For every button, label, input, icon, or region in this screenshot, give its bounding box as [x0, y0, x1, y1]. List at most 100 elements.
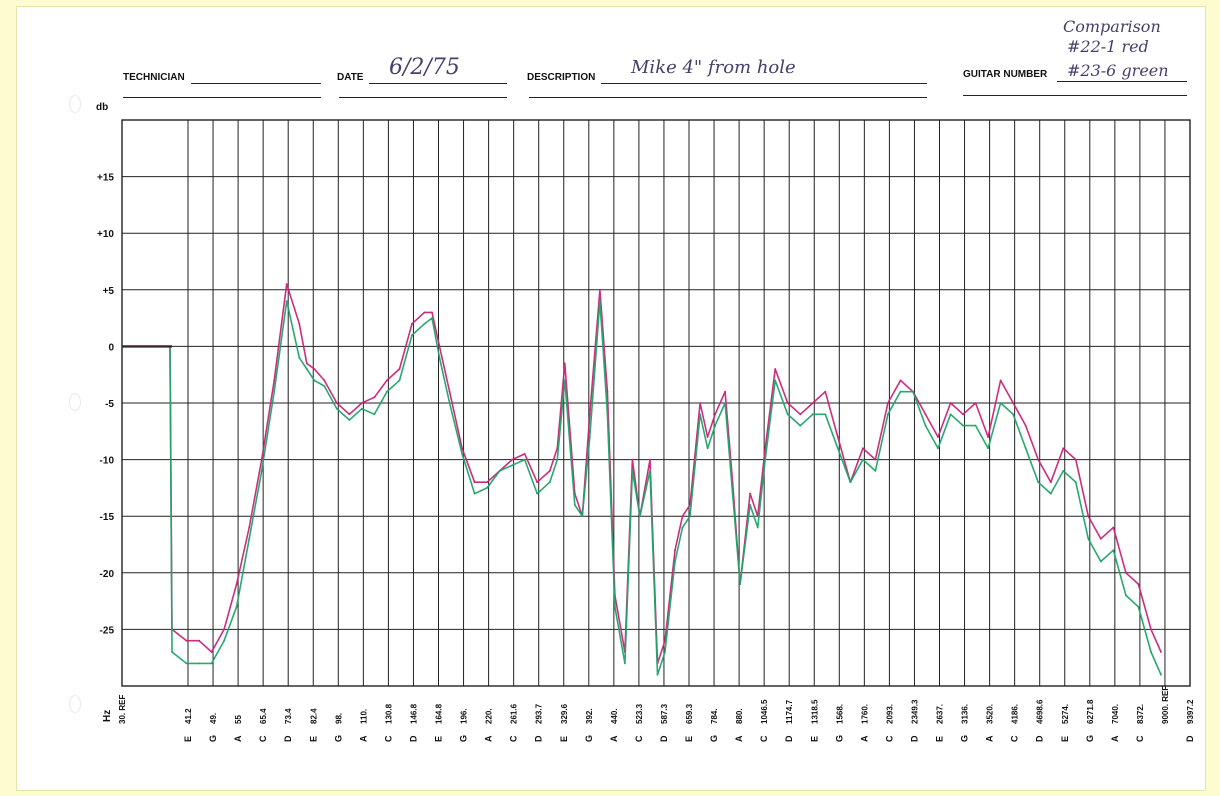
- description-line-2: [529, 97, 927, 98]
- data-point-green: [285, 300, 288, 302]
- data-point-red: [273, 379, 276, 382]
- data-point-red: [1037, 458, 1040, 461]
- data-point-red: [874, 458, 877, 461]
- guitar-number-line: [1057, 81, 1187, 82]
- x-tick-note: G: [459, 735, 469, 742]
- data-point-green: [624, 662, 626, 665]
- x-tick-frequency: 523.3: [635, 703, 644, 724]
- x-tick-frequency: 8372.: [1136, 704, 1145, 724]
- data-point-green: [563, 379, 566, 382]
- data-point-red: [448, 390, 451, 393]
- data-point-red: [1099, 537, 1102, 540]
- x-tick-note: E: [935, 736, 945, 742]
- data-point-green: [836, 447, 839, 450]
- data-point-green: [724, 402, 726, 404]
- data-point-green: [573, 504, 576, 506]
- data-point-red: [198, 639, 201, 642]
- x-tick-note: G: [208, 735, 218, 742]
- x-tick-note: E: [559, 736, 569, 742]
- data-point-red: [373, 396, 376, 399]
- x-tick-note: E: [183, 736, 193, 742]
- data-point-red: [887, 402, 889, 404]
- data-point-red: [235, 583, 238, 585]
- technician-line-2: [123, 97, 321, 98]
- x-tick-frequency: 329.6: [560, 703, 569, 724]
- data-point-green: [498, 470, 501, 472]
- data-point-green: [438, 356, 441, 359]
- data-point-red: [699, 402, 701, 404]
- data-point-red: [1160, 651, 1162, 653]
- data-point-green: [548, 481, 551, 484]
- data-point-green: [606, 413, 609, 416]
- data-point-green: [398, 379, 401, 382]
- data-point-red: [811, 402, 814, 404]
- data-point-green: [260, 470, 263, 472]
- x-tick-frequency: 220.: [485, 708, 494, 724]
- technician-line: [191, 83, 321, 84]
- data-point-red: [438, 345, 441, 348]
- data-point-red: [1074, 458, 1077, 461]
- data-point-green: [706, 447, 709, 450]
- data-point-green: [1024, 447, 1027, 450]
- x-tick-note: A: [734, 735, 744, 742]
- data-point-green: [313, 379, 316, 382]
- data-point-green: [448, 402, 451, 404]
- data-point-red: [423, 311, 426, 314]
- x-tick-frequency: 1318.5: [810, 699, 819, 724]
- data-point-green: [431, 317, 433, 319]
- x-tick-frequency: 3520.: [986, 704, 995, 724]
- date-label: DATE: [337, 72, 364, 83]
- data-point-green: [862, 458, 864, 461]
- data-point-green: [235, 605, 238, 608]
- x-tick-note: C: [509, 735, 519, 742]
- x-tick-note: E: [434, 736, 444, 742]
- data-point-green: [739, 583, 741, 585]
- data-point-green: [764, 458, 767, 461]
- data-point-red: [862, 447, 864, 450]
- data-point-green: [536, 492, 539, 495]
- data-point-green: [511, 464, 514, 467]
- data-point-green: [689, 515, 691, 518]
- data-point-green: [681, 526, 684, 529]
- data-point-green: [749, 504, 751, 506]
- x-tick-note: A: [358, 735, 368, 742]
- data-point-red: [674, 549, 676, 552]
- data-point-green: [786, 413, 789, 416]
- x-tick-frequency: 4698.6: [1036, 699, 1045, 724]
- x-tick-note: E: [684, 736, 694, 742]
- x-tick-note: A: [484, 735, 494, 742]
- data-point-green: [714, 424, 716, 427]
- data-point-green: [924, 424, 927, 427]
- x-tick-note: D: [909, 735, 919, 742]
- x-tick-frequency: 440.: [610, 708, 619, 724]
- x-tick-note: G: [960, 735, 970, 742]
- data-point-green: [411, 334, 413, 336]
- data-point-red: [1012, 402, 1015, 404]
- y-tick-label: -25: [100, 625, 115, 636]
- data-point-red: [248, 526, 251, 529]
- x-tick-frequency: 9397.2: [1186, 699, 1195, 724]
- x-tick-note: A: [609, 735, 619, 742]
- data-point-green: [1037, 481, 1040, 484]
- data-point-red: [681, 515, 684, 518]
- x-tick-note: G: [584, 735, 594, 742]
- data-point-green: [335, 407, 338, 410]
- date-line-2: [339, 97, 507, 98]
- data-point-red: [962, 413, 964, 416]
- x-tick-note: A: [233, 735, 243, 742]
- data-point-green: [639, 515, 641, 518]
- data-point-red: [323, 379, 326, 382]
- data-point-red: [774, 368, 777, 370]
- data-point-green: [185, 662, 188, 665]
- data-point-red: [1062, 447, 1065, 450]
- x-tick-note: G: [709, 735, 719, 742]
- data-point-green: [361, 407, 363, 410]
- data-point-red: [398, 368, 401, 370]
- x-tick-note: D: [659, 735, 669, 742]
- y-tick-label: +15: [97, 173, 114, 184]
- data-point-red: [260, 458, 263, 461]
- data-point-red: [348, 413, 351, 416]
- x-tick-frequency: 41.2: [184, 708, 193, 724]
- date-line: [369, 83, 507, 84]
- data-point-red: [210, 651, 213, 653]
